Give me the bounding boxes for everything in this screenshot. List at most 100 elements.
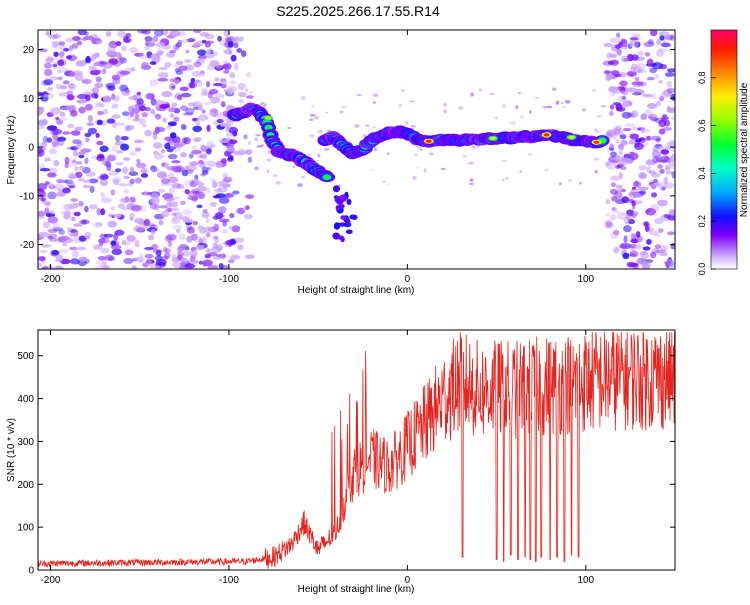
noise-blob bbox=[124, 125, 132, 132]
noise-blob bbox=[91, 87, 100, 95]
ridge-blob bbox=[346, 218, 351, 226]
noise-blob bbox=[89, 185, 95, 193]
noise-blob bbox=[661, 155, 670, 163]
noise-blob bbox=[120, 136, 129, 141]
noise-blob bbox=[78, 151, 86, 155]
noise-blob bbox=[195, 79, 203, 88]
noise-blob bbox=[568, 179, 572, 182]
noise-blob bbox=[225, 133, 234, 137]
noise-blob bbox=[373, 101, 376, 104]
noise-blob bbox=[180, 124, 187, 130]
noise-blob bbox=[156, 171, 162, 176]
noise-blob bbox=[365, 124, 370, 127]
noise-blob bbox=[67, 83, 75, 89]
noise-blob bbox=[653, 182, 658, 186]
noise-blob bbox=[72, 36, 81, 41]
noise-blob bbox=[134, 177, 142, 184]
noise-blob bbox=[266, 169, 270, 174]
noise-blob bbox=[244, 205, 250, 211]
noise-blob bbox=[228, 225, 236, 231]
noise-blob bbox=[111, 176, 122, 183]
noise-blob bbox=[212, 256, 222, 260]
noise-blob bbox=[121, 111, 130, 117]
noise-blob bbox=[149, 79, 159, 87]
noise-blob bbox=[245, 194, 255, 200]
y-tick-label: 500 bbox=[17, 351, 34, 362]
noise-blob bbox=[119, 70, 131, 75]
noise-blob bbox=[636, 81, 644, 86]
noise-blob bbox=[110, 240, 117, 247]
noise-blob bbox=[610, 210, 620, 214]
noise-blob bbox=[214, 212, 224, 220]
noise-blob bbox=[494, 116, 499, 120]
noise-blob bbox=[228, 49, 233, 56]
noise-blob bbox=[84, 57, 92, 64]
noise-blob bbox=[641, 262, 651, 269]
noise-blob bbox=[161, 210, 170, 218]
noise-blob bbox=[631, 33, 641, 38]
noise-blob bbox=[649, 67, 658, 74]
noise-blob bbox=[47, 216, 59, 224]
noise-blob bbox=[416, 145, 421, 149]
noise-blob bbox=[87, 127, 97, 135]
noise-blob bbox=[640, 113, 648, 121]
noise-blob bbox=[173, 116, 180, 122]
noise-blob bbox=[218, 206, 227, 214]
noise-blob bbox=[122, 157, 131, 161]
noise-blob bbox=[152, 249, 163, 254]
noise-blob bbox=[670, 154, 675, 162]
noise-blob bbox=[204, 254, 211, 259]
noise-blob bbox=[266, 158, 272, 162]
noise-blob bbox=[241, 50, 247, 57]
noise-blob bbox=[128, 171, 139, 177]
noise-blob bbox=[614, 44, 622, 49]
noise-blob bbox=[112, 178, 120, 185]
noise-blob bbox=[520, 115, 524, 119]
noise-blob bbox=[610, 214, 617, 221]
noise-blob bbox=[238, 99, 245, 104]
noise-blob bbox=[204, 41, 212, 48]
noise-blob bbox=[611, 133, 617, 140]
noise-blob bbox=[122, 166, 128, 175]
noise-blob bbox=[470, 92, 475, 97]
y-tick-label: 20 bbox=[23, 45, 35, 56]
noise-blob bbox=[100, 208, 106, 216]
noise-blob bbox=[89, 66, 97, 71]
noise-blob bbox=[206, 187, 211, 194]
noise-blob bbox=[660, 186, 666, 191]
noise-blob bbox=[401, 88, 405, 92]
ridge-blob bbox=[336, 198, 342, 205]
noise-blob bbox=[106, 118, 116, 124]
noise-blob bbox=[197, 191, 205, 200]
noise-blob bbox=[221, 228, 228, 234]
noise-blob bbox=[108, 170, 119, 176]
noise-blob bbox=[657, 164, 663, 169]
noise-blob bbox=[164, 252, 171, 260]
noise-blob bbox=[206, 48, 214, 54]
noise-blob bbox=[78, 106, 86, 114]
noise-blob bbox=[181, 38, 189, 44]
noise-blob bbox=[47, 191, 57, 200]
noise-blob bbox=[551, 87, 557, 91]
noise-blob bbox=[222, 64, 230, 69]
noise-blob bbox=[96, 208, 101, 216]
noise-blob bbox=[121, 242, 132, 246]
snr-x-label: Height of straight line (km) bbox=[298, 584, 415, 595]
noise-blob bbox=[93, 221, 103, 228]
ridge-peak bbox=[593, 140, 600, 144]
noise-blob bbox=[129, 178, 135, 184]
noise-blob bbox=[469, 178, 474, 182]
noise-blob bbox=[166, 166, 176, 171]
noise-blob bbox=[209, 60, 220, 68]
noise-blob bbox=[229, 72, 236, 79]
noise-blob bbox=[135, 227, 145, 233]
noise-blob bbox=[187, 169, 194, 174]
noise-blob bbox=[118, 183, 129, 187]
noise-blob bbox=[502, 104, 506, 108]
noise-blob bbox=[663, 156, 672, 164]
noise-blob bbox=[199, 32, 210, 37]
noise-blob bbox=[55, 254, 64, 262]
noise-blob bbox=[637, 186, 649, 191]
x-tick-label: -200 bbox=[40, 575, 60, 586]
noise-blob bbox=[167, 107, 174, 113]
